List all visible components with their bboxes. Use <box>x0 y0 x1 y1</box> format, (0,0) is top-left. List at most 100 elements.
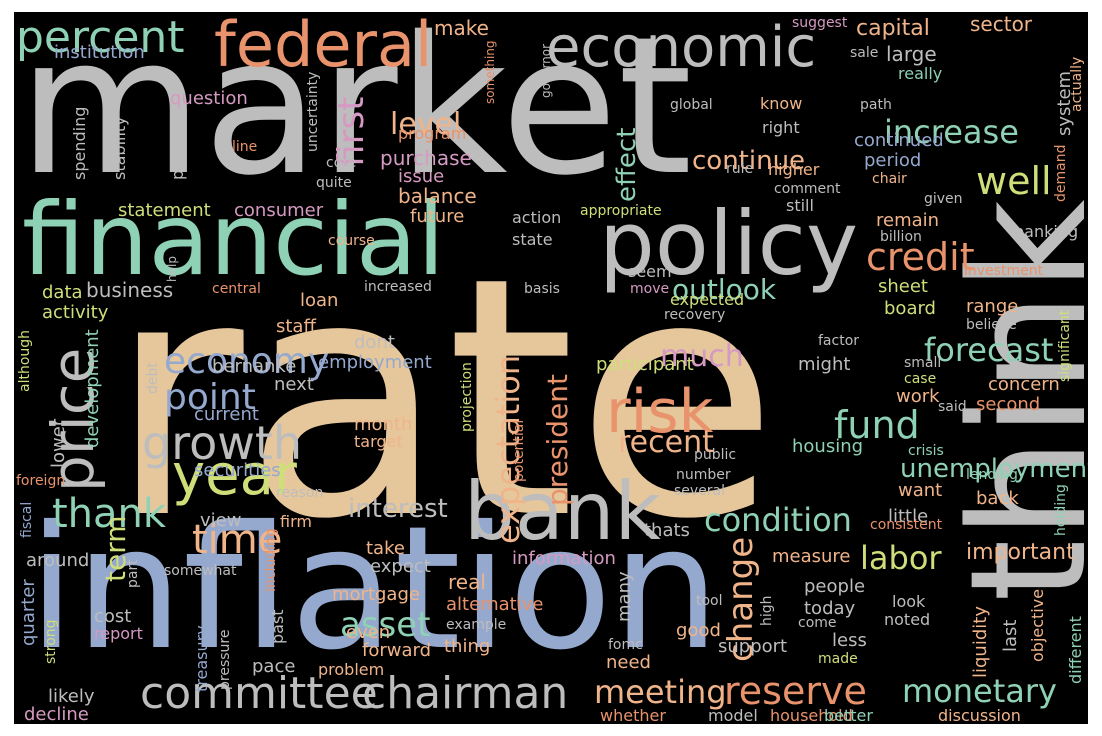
word-past: past <box>268 609 287 644</box>
word-mortgage: mortgage <box>332 584 420 605</box>
word-labor: labor <box>860 539 942 577</box>
word-look: look <box>892 592 926 611</box>
word-concern: concern <box>988 374 1060 395</box>
word-good: good <box>676 620 721 641</box>
word-significant: significant <box>1057 309 1073 382</box>
word-risk: risk <box>606 377 714 447</box>
word-firm: firm <box>280 512 312 531</box>
word-sheet: sheet <box>878 276 928 297</box>
word-help: help <box>165 256 179 282</box>
word-crisis: crisis <box>908 443 944 459</box>
word-better: household <box>770 706 853 724</box>
word-whether: whether <box>600 706 666 724</box>
word-back: back <box>976 488 1019 509</box>
word-important: important <box>966 540 1075 565</box>
word-securities: securities <box>194 460 281 481</box>
word-pace: pace <box>252 656 296 677</box>
word-increased: increased <box>364 279 432 295</box>
word-point: point <box>164 377 256 418</box>
word-know: know <box>760 94 803 113</box>
word-growth: growth <box>142 416 303 470</box>
word-holding: holding <box>1053 484 1069 536</box>
word-believe: believe <box>966 317 1017 333</box>
word-economy: economy <box>164 341 330 382</box>
word-lower: lower <box>48 418 69 468</box>
word-including: including <box>263 528 279 592</box>
word-example: example <box>446 617 507 633</box>
word-basis: basis <box>524 281 560 297</box>
word-purchase: purchase <box>380 146 472 170</box>
word-financial: financial <box>22 181 445 298</box>
word-recent: recent <box>618 425 714 460</box>
word-liquidity: liquidity <box>970 606 991 678</box>
word-economic: economic <box>546 15 817 80</box>
word-question: question <box>170 88 248 109</box>
word-interest: interest <box>348 494 448 524</box>
word-want: want <box>898 480 943 501</box>
word-president: president <box>541 374 574 506</box>
word-quite: quite <box>316 175 352 191</box>
word-monetary: monetary <box>902 672 1057 710</box>
word-foreign: foreign <box>16 473 66 489</box>
word-higher: higher <box>768 160 820 179</box>
word-balance: balance <box>398 184 477 208</box>
word-current: current <box>194 404 259 425</box>
word-discussion: discussion <box>938 706 1021 724</box>
word-well: well <box>976 159 1052 203</box>
word-path: path <box>860 97 892 113</box>
word-banking: banking <box>1014 222 1079 241</box>
word-large: large <box>886 42 937 66</box>
word-still: still <box>786 196 814 215</box>
word-around: around <box>26 550 90 571</box>
word-much: much <box>660 339 744 374</box>
word-employment: employment <box>318 352 432 373</box>
word-potential: potential <box>511 419 527 482</box>
word-seem: seem <box>628 262 672 281</box>
word-housing: housing <box>792 436 864 457</box>
word-time: time <box>192 517 283 563</box>
word-report: report <box>94 624 143 643</box>
word-rule: rule <box>726 161 754 177</box>
word-action: action <box>512 208 562 227</box>
word-line: line <box>232 139 258 155</box>
word-chair: chair <box>872 171 907 187</box>
word-somewhat: somewhat <box>164 563 237 579</box>
word-take: take <box>366 538 405 559</box>
word-participant: participant <box>596 354 694 375</box>
word-projection: projection <box>459 362 475 432</box>
word-loan: loan <box>300 290 339 311</box>
word-less: less <box>832 630 867 651</box>
word-pressure: pressure <box>217 629 233 690</box>
word-consumer: consumer <box>234 200 324 221</box>
word-something: something <box>483 40 497 104</box>
word-thats: thats <box>644 520 690 541</box>
word-measure: measure <box>772 546 851 567</box>
word-given: given <box>924 191 963 207</box>
word-inflation: inflation <box>28 490 720 688</box>
word-continued: continued <box>854 130 944 151</box>
word-support: support <box>718 636 788 657</box>
word-high: high <box>759 595 775 626</box>
word-expect: expect <box>370 556 431 577</box>
word-policy: policy <box>599 192 859 295</box>
word-model: model <box>708 706 758 724</box>
word-demand: demand <box>1053 144 1069 202</box>
word-forecast: forecast <box>924 331 1054 369</box>
word-decline: decline <box>24 704 89 724</box>
word-year: year <box>172 443 297 508</box>
word-second: second <box>976 394 1041 415</box>
word-unemployment: unemployment <box>900 454 1088 484</box>
word-case: case <box>904 371 937 387</box>
word-cost: cost <box>94 606 132 627</box>
word-development: development <box>82 329 103 448</box>
word-number: number <box>676 467 731 483</box>
word-many: many <box>614 571 635 622</box>
word-course: course <box>328 233 375 249</box>
word-part: part <box>125 559 141 588</box>
word-spending: spending <box>70 106 89 180</box>
word-strong: strong <box>43 619 59 664</box>
word-little: little <box>888 506 929 527</box>
word-global: global <box>670 97 713 113</box>
word-stability: stability <box>110 116 129 180</box>
word-although: although <box>17 329 33 392</box>
